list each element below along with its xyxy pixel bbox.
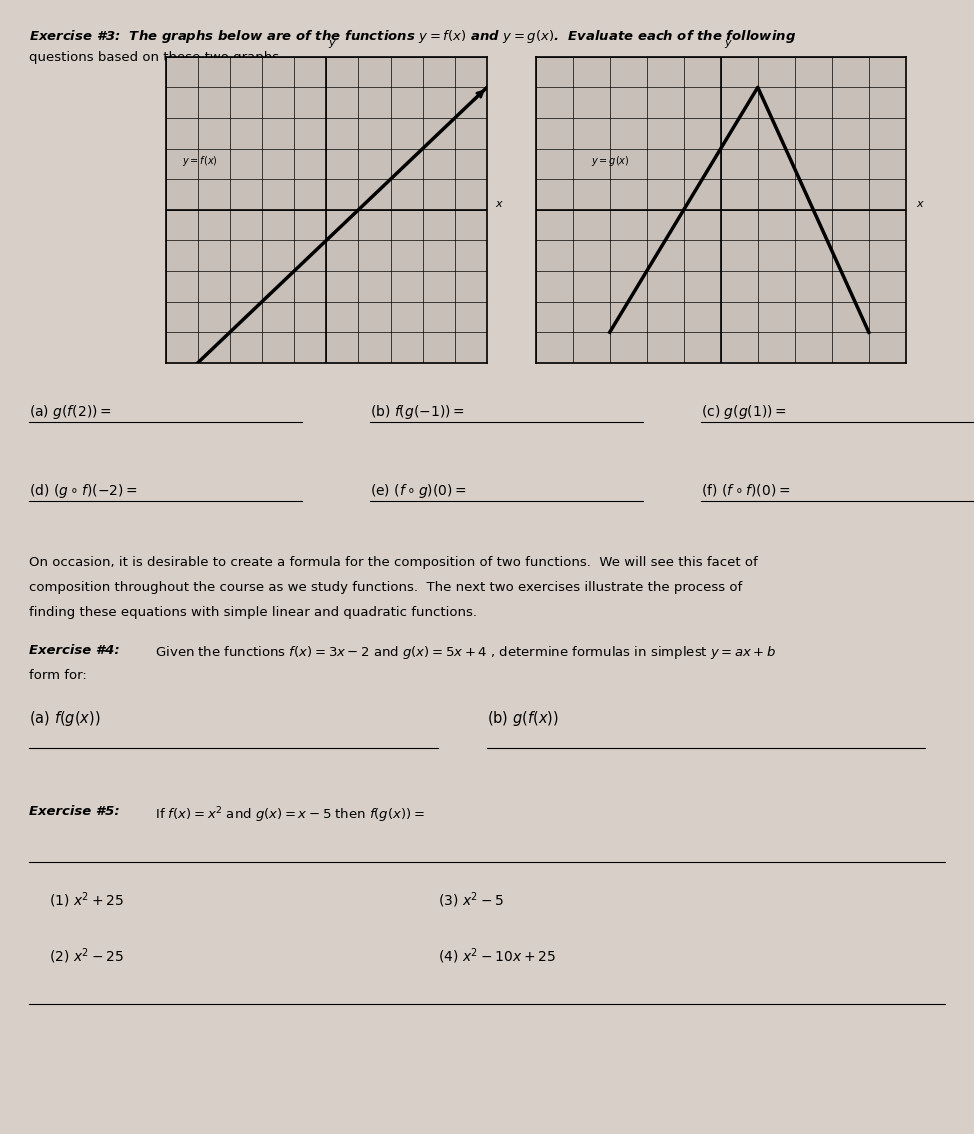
Text: $y=f(x)$: $y=f(x)$ [181,154,217,168]
Text: (4) $x^2-10x+25$: (4) $x^2-10x+25$ [438,947,556,966]
Text: (d) $(g\circ f)(-2)=$: (d) $(g\circ f)(-2)=$ [29,482,138,500]
Text: $y$: $y$ [328,39,337,50]
Text: questions based on these two graphs.: questions based on these two graphs. [29,51,283,64]
Text: (b) $f(g(-1))=$: (b) $f(g(-1))=$ [370,403,465,421]
Text: (f) $(f\circ f)(0)=$: (f) $(f\circ f)(0)=$ [701,482,791,498]
Text: (c) $g(g(1))=$: (c) $g(g(1))=$ [701,403,787,421]
Text: $x$: $x$ [496,198,505,209]
Text: Given the functions $f(x)=3x-2$ and $g(x)=5x+4$ , determine formulas in simplest: Given the functions $f(x)=3x-2$ and $g(x… [151,644,776,661]
Text: If $f(x)=x^2$ and $g(x)=x-5$ then $f(g(x))=$: If $f(x)=x^2$ and $g(x)=x-5$ then $f(g(x… [151,805,425,824]
Text: (a) $f(g(x))$: (a) $f(g(x))$ [29,709,101,728]
Text: $x$: $x$ [917,198,925,209]
Text: $y=g(x)$: $y=g(x)$ [591,154,630,168]
Text: (1) $x^2+25$: (1) $x^2+25$ [49,890,124,909]
Text: $y$: $y$ [724,39,732,50]
Text: finding these equations with simple linear and quadratic functions.: finding these equations with simple line… [29,606,477,618]
Text: Exercise #3:  The graphs below are of the functions $y=f(x)$ and $y=g(x)$.  Eval: Exercise #3: The graphs below are of the… [29,28,797,45]
Text: (b) $g(f(x))$: (b) $g(f(x))$ [487,709,559,728]
Text: On occasion, it is desirable to create a formula for the composition of two func: On occasion, it is desirable to create a… [29,556,758,568]
Text: (a) $g(f(2))=$: (a) $g(f(2))=$ [29,403,112,421]
Text: Exercise #4:: Exercise #4: [29,644,120,657]
Text: (e) $(f\circ g)(0)=$: (e) $(f\circ g)(0)=$ [370,482,467,500]
Text: (2) $x^2-25$: (2) $x^2-25$ [49,947,124,966]
Text: Exercise #5:: Exercise #5: [29,805,120,818]
Text: composition throughout the course as we study functions.  The next two exercises: composition throughout the course as we … [29,581,742,593]
Text: form for:: form for: [29,669,87,682]
Text: (3) $x^2-5$: (3) $x^2-5$ [438,890,505,909]
